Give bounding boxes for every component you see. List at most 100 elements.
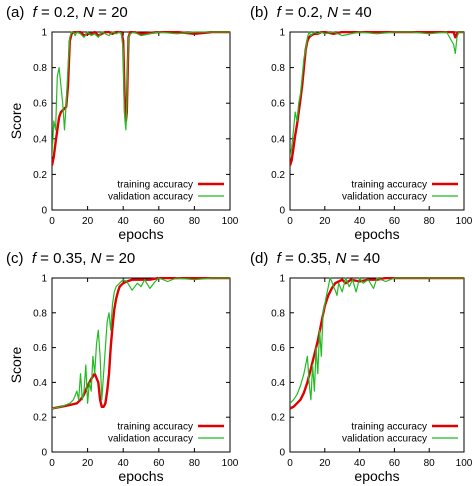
panel-c-legend-label: training accuracy <box>117 422 193 433</box>
panel-b-title-part: = 40 <box>338 4 372 21</box>
panel-c-title-part: (c) <box>6 250 32 267</box>
panel-b-xtick-label: 20 <box>319 216 331 227</box>
panel-b-title-part: (b) <box>250 4 277 21</box>
panel-b-ytick-label: 1 <box>279 28 285 39</box>
panel-b-ytick-label: 0.4 <box>271 134 285 145</box>
panel-a-title-part: = 0.2, <box>37 4 83 21</box>
panel-d-title-part: (d) <box>250 250 277 267</box>
panel-c-xtick-label: 80 <box>189 458 201 469</box>
panel-b-series-validation-accuracy <box>290 31 464 157</box>
panel-c: (c) f = 0.35, N = 20 0 0.2 0.4 0.6 0.8 1 0 20 40 6… <box>6 250 239 484</box>
panel-a-ytick-label: 0.4 <box>33 134 47 145</box>
panel-c-xtick-label: 100 <box>222 458 239 469</box>
panel-d-title: (d) f = 0.35, N = 40 <box>250 250 380 267</box>
panel-a-ytick-label: 0 <box>41 206 47 217</box>
panel-c-title-part: N <box>91 250 102 267</box>
panel-c-ytick-label: 0.6 <box>33 343 47 354</box>
panel-c-xtick-label: 0 <box>49 458 55 469</box>
panel-a-ytick-label: 0.6 <box>33 99 47 110</box>
panel-d-xlabel: epochs <box>354 468 399 484</box>
panel-d-ytick-label: 0.4 <box>271 378 285 389</box>
panel-b-xtick-label: 80 <box>424 216 436 227</box>
panel-d-title-part: = 0.35, <box>281 250 336 267</box>
panel-b-ytick-label: 0.2 <box>271 170 285 181</box>
panel-c-xlabel: epochs <box>118 468 163 484</box>
panel-a-xtick-label: 60 <box>153 216 165 227</box>
panel-b-series-training-accuracy <box>290 31 464 166</box>
panel-b-xlabel: epochs <box>354 226 399 242</box>
panel-b-legend-label: validation accuracy <box>342 192 427 203</box>
panel-b-xtick-label: 60 <box>389 216 401 227</box>
panel-d: (d) f = 0.35, N = 40 0 0.2 0.4 0.6 0.8 1 0 20 40 6… <box>250 250 473 484</box>
panel-d-legend-label: training accuracy <box>351 422 427 433</box>
panel-a-title: (a) f = 0.2, N = 20 <box>6 4 128 21</box>
panel-a-series-training-accuracy <box>52 31 230 166</box>
panel-a-legend-label: training accuracy <box>117 180 193 191</box>
panel-c-xtick-label: 60 <box>153 458 165 469</box>
panel-b-ytick-label: 0.8 <box>271 63 285 74</box>
panel-b-title: (b) f = 0.2, N = 40 <box>250 4 372 21</box>
panel-d-xtick-label: 100 <box>456 458 473 469</box>
panel-c-legend-label: validation accuracy <box>108 434 193 445</box>
panel-a-xtick-label: 40 <box>118 216 130 227</box>
panel-c-ytick-label: 0.2 <box>33 413 47 424</box>
panel-c-ytick-label: 1 <box>41 274 47 285</box>
panel-a-xtick-label: 80 <box>189 216 201 227</box>
panel-d-ytick-label: 1 <box>279 274 285 285</box>
panel-a-xlabel: epochs <box>118 226 163 242</box>
panel-a-legend-label: validation accuracy <box>108 192 193 203</box>
panel-d-ytick-label: 0.8 <box>271 308 285 319</box>
panel-b-legend-label: training accuracy <box>351 180 427 191</box>
panel-a-title-part: N <box>83 4 94 21</box>
panel-d-series-validation-accuracy <box>290 277 464 404</box>
panel-b-ytick-label: 0 <box>279 206 285 217</box>
panel-c-title-part: = 0.35, <box>36 250 91 267</box>
panel-a-ylabel: Score <box>8 103 24 140</box>
panel-c-ytick-label: 0.4 <box>33 378 47 389</box>
panel-b-xtick-label: 0 <box>287 216 293 227</box>
panel-d-xtick-label: 60 <box>389 458 401 469</box>
panel-a-xtick-label: 100 <box>222 216 239 227</box>
panel-c-series-training-accuracy <box>52 277 230 410</box>
panel-d-legend-label: validation accuracy <box>342 434 427 445</box>
panel-d-ytick-label: 0.6 <box>271 343 285 354</box>
panel-c-xtick-label: 20 <box>82 458 94 469</box>
panel-a: (a) f = 0.2, N = 20 0 0.2 0.4 0.6 0.8 1 0 20 40 60… <box>6 4 239 242</box>
panel-b-title-part: f <box>277 4 283 21</box>
panel-c-title-part: = 20 <box>101 250 135 267</box>
panel-b-xtick-label: 100 <box>456 216 473 227</box>
panel-b-title-part: = 0.2, <box>281 4 327 21</box>
panel-a-ytick-label: 0.2 <box>33 170 47 181</box>
panel-c-title-part: f <box>32 250 38 267</box>
panel-d-xtick-label: 80 <box>424 458 436 469</box>
panel-b-xtick-label: 40 <box>354 216 366 227</box>
panel-a-plot-frame <box>51 31 231 211</box>
panel-d-title-part: f <box>277 250 283 267</box>
panel-a-ytick-label: 0.8 <box>33 63 47 74</box>
panel-a-ytick-label: 1 <box>41 28 47 39</box>
panel-a-series-validation-accuracy <box>52 31 230 157</box>
panel-c-series-validation-accuracy <box>52 277 230 410</box>
panel-b: (b) f = 0.2, N = 40 0 0.2 0.4 0.6 0.8 1 0 20 40 60… <box>250 4 473 242</box>
panel-d-ytick-label: 0 <box>279 448 285 459</box>
panel-d-ytick-label: 0.2 <box>271 413 285 424</box>
panel-a-title-part: = 20 <box>94 4 128 21</box>
panel-c-xtick-label: 40 <box>118 458 130 469</box>
panel-c-title: (c) f = 0.35, N = 20 <box>6 250 135 267</box>
panel-d-series-training-accuracy <box>290 277 464 410</box>
panel-d-xtick-label: 20 <box>319 458 331 469</box>
panel-a-title-part: (a) <box>6 4 33 21</box>
panel-c-ytick-label: 0 <box>41 448 47 459</box>
panel-a-xtick-label: 20 <box>82 216 94 227</box>
panel-d-title-part: = 40 <box>346 250 380 267</box>
panel-c-plot-frame <box>51 277 231 453</box>
panel-a-title-part: f <box>33 4 39 21</box>
panel-b-ytick-label: 0.6 <box>271 99 285 110</box>
panel-d-xtick-label: 0 <box>287 458 293 469</box>
panel-d-xtick-label: 40 <box>354 458 366 469</box>
panel-d-title-part: N <box>335 250 346 267</box>
panel-c-ylabel: Score <box>8 347 24 384</box>
panel-c-ytick-label: 0.8 <box>33 308 47 319</box>
panel-b-title-part: N <box>327 4 338 21</box>
